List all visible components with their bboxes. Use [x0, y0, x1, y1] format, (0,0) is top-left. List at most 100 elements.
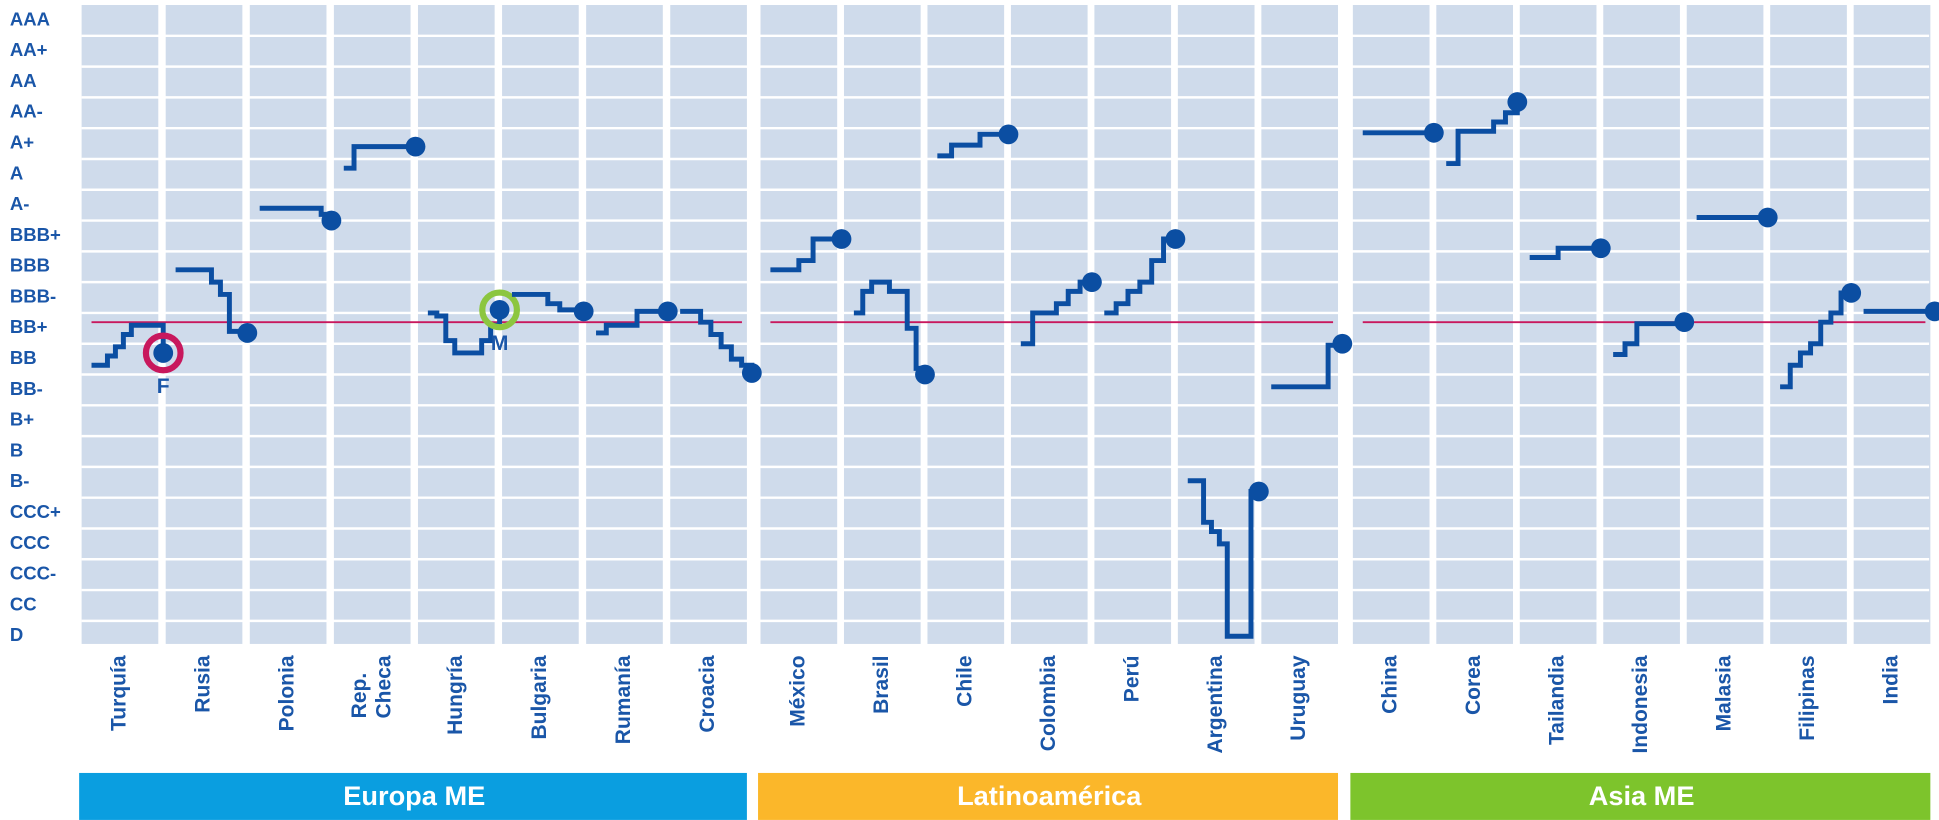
end-dot	[1332, 333, 1353, 354]
y-tick-label: BB-	[10, 378, 43, 399]
country-label: Brasil	[870, 655, 893, 713]
end-dot	[405, 136, 426, 157]
y-tick-label: A	[10, 162, 23, 183]
country-label: China	[1379, 655, 1402, 714]
panel	[333, 5, 411, 644]
y-tick-label: CCC-	[10, 563, 56, 584]
rating-line	[1529, 245, 1601, 260]
y-tick-label: BBB-	[10, 285, 56, 306]
panel	[760, 5, 838, 644]
end-dot	[831, 229, 852, 249]
rating-line	[427, 309, 503, 356]
country-label: Hungría	[444, 655, 467, 735]
panel	[1261, 5, 1339, 644]
y-tick-label: BBB	[10, 255, 50, 276]
panel	[1853, 5, 1931, 644]
panel	[1352, 5, 1430, 644]
panel	[1436, 5, 1513, 644]
highlight-ring	[142, 332, 184, 374]
country-label: Bulgaria	[528, 655, 551, 739]
end-dot	[1924, 301, 1939, 322]
rating-line	[1104, 236, 1176, 316]
region-bar	[1350, 772, 1931, 820]
panel	[417, 5, 495, 644]
y-tick-label: AA-	[10, 101, 43, 122]
country-label: Uruguay	[1287, 655, 1310, 741]
end-dot	[153, 343, 174, 363]
end-dot	[998, 124, 1019, 145]
panel	[1010, 5, 1088, 644]
end-dot	[741, 363, 762, 383]
end-dot	[1841, 283, 1862, 303]
end-dot	[573, 301, 594, 322]
panel	[1686, 5, 1764, 644]
country-label: Rusia	[192, 655, 215, 713]
panel	[1770, 5, 1847, 644]
rating-line	[937, 131, 1009, 159]
y-tick-label: D	[10, 624, 23, 645]
end-dot	[1757, 207, 1778, 228]
y-tick-label: CCC	[10, 532, 50, 553]
panel	[249, 5, 327, 644]
y-tick-label: CCC+	[10, 501, 61, 522]
y-tick-label: B	[10, 439, 23, 460]
country-label: Corea	[1462, 655, 1485, 715]
y-tick-label: B+	[10, 409, 34, 430]
country-label: Turquía	[107, 655, 130, 731]
end-dot	[1590, 238, 1611, 259]
rating-line	[853, 279, 928, 375]
country-label: Rumanía	[612, 655, 635, 744]
y-tick-label: AAA	[10, 8, 50, 29]
country-label-line: Rep.	[347, 673, 370, 719]
end-dot	[321, 210, 342, 231]
y-tick-label: A+	[10, 131, 34, 152]
y-tick-label: AA+	[10, 39, 48, 60]
region-label: Latinoamérica	[957, 780, 1142, 811]
country-label: Filipinas	[1796, 655, 1819, 740]
panel	[1519, 5, 1597, 644]
end-dot	[1423, 122, 1444, 143]
y-tick-label: AA	[10, 70, 37, 91]
panel	[502, 5, 579, 644]
country-label: Croacia	[696, 655, 719, 732]
country-label: Tailandia	[1546, 655, 1569, 745]
end-dot	[915, 364, 935, 385]
country-label: Chile	[953, 655, 976, 706]
y-tick-label: A-	[10, 193, 30, 214]
country-label: Polonia	[276, 655, 299, 731]
country-label: Colombia	[1037, 655, 1060, 751]
panel	[1177, 5, 1255, 644]
country-label: Indonesia	[1629, 655, 1652, 753]
rating-line	[1020, 279, 1092, 347]
y-tick-label: BB+	[10, 316, 48, 337]
country-label: Rep. Checa	[347, 655, 395, 718]
end-dot	[237, 323, 258, 343]
rating-line	[1187, 478, 1259, 639]
end-dot	[1674, 312, 1695, 333]
country-label: Malasia	[1713, 655, 1736, 731]
end-dot	[1165, 229, 1186, 249]
end-dot	[1248, 481, 1269, 502]
y-tick-label: BB	[10, 347, 37, 368]
region-label: Asia ME	[1589, 780, 1695, 811]
highlight-ring	[479, 289, 520, 331]
end-dot	[657, 301, 678, 322]
region-label: Europa ME	[343, 780, 485, 811]
rating-line	[1446, 102, 1520, 167]
panel	[1094, 5, 1172, 644]
country-label: India	[1880, 655, 1903, 704]
rating-line	[343, 144, 416, 171]
country-label: México	[786, 655, 809, 726]
panel	[927, 5, 1005, 644]
rating-line	[91, 322, 166, 368]
rating-line	[596, 308, 668, 336]
end-dot	[1082, 272, 1102, 293]
rating-line	[680, 308, 755, 373]
highlight-label: M	[491, 332, 509, 355]
country-label: Argentina	[1204, 655, 1227, 753]
country-label: Perú	[1120, 655, 1143, 702]
y-tick-label: CC	[10, 593, 37, 614]
rating-line	[770, 236, 842, 273]
rating-line	[1780, 290, 1852, 390]
